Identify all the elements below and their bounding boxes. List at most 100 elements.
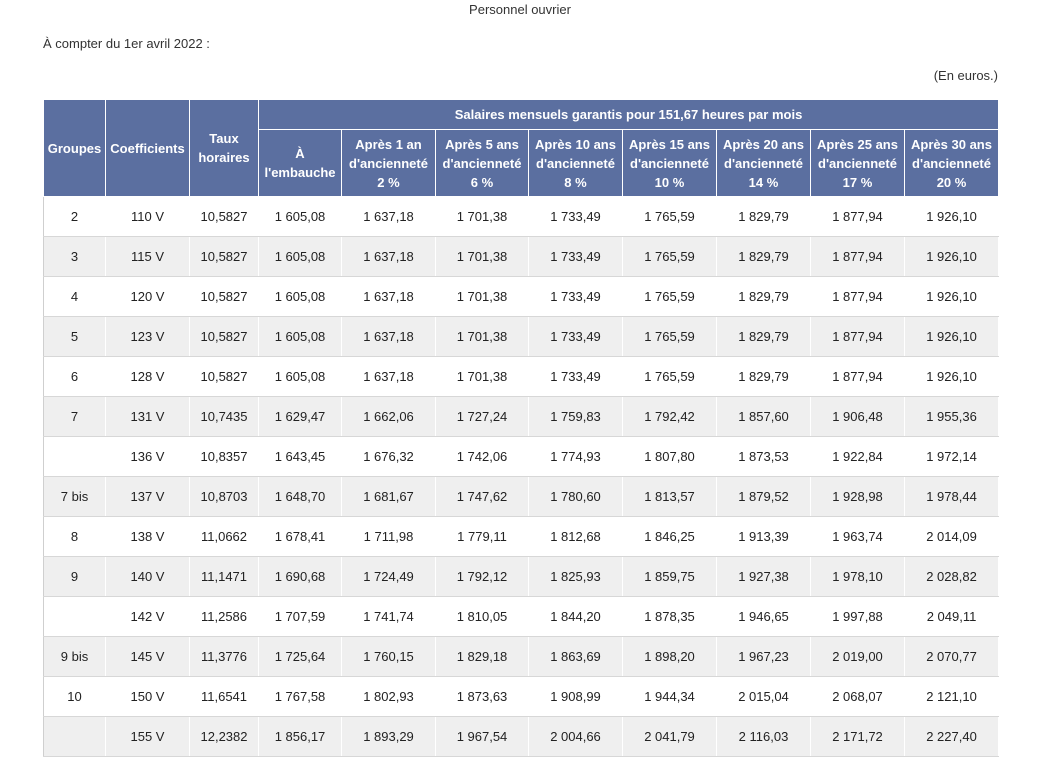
cell-coefficient: 137 V xyxy=(105,476,190,517)
cell-taux-horaire: 10,5827 xyxy=(189,356,259,397)
cell-embauche: 1 605,08 xyxy=(258,276,342,317)
cell-coefficient: 136 V xyxy=(105,436,190,477)
cell-1-an: 1 741,74 xyxy=(341,596,436,637)
cell-10-ans: 1 908,99 xyxy=(528,676,623,717)
cell-15-ans: 1 898,20 xyxy=(622,636,717,677)
cell-30-ans: 1 978,44 xyxy=(903,476,1000,517)
table-row: 8 138 V 11,0662 1 678,41 1 711,98 1 779,11 1 8… xyxy=(43,516,1000,557)
cell-25-ans: 1 963,74 xyxy=(810,516,905,557)
cell-embauche: 1 605,08 xyxy=(258,196,342,237)
cell-30-ans: 2 227,40 xyxy=(903,716,1000,757)
cell-30-ans: 1 926,10 xyxy=(903,356,1000,397)
cell-15-ans: 1 792,42 xyxy=(622,396,717,437)
cell-20-ans: 2 116,03 xyxy=(716,716,811,757)
cell-5-ans: 1 967,54 xyxy=(435,716,529,757)
table-row: 155 V 12,2382 1 856,17 1 893,29 1 967,54 2 00… xyxy=(43,716,1000,757)
cell-15-ans: 1 765,59 xyxy=(622,276,717,317)
cell-15-ans: 1 765,59 xyxy=(622,316,717,357)
cell-1-an: 1 711,98 xyxy=(341,516,436,557)
table-row: 7 131 V 10,7435 1 629,47 1 662,06 1 727,24 1 7… xyxy=(43,396,1000,437)
cell-groupe: 3 xyxy=(43,236,106,277)
cell-15-ans: 1 846,25 xyxy=(622,516,717,557)
cell-10-ans: 1 825,93 xyxy=(528,556,623,597)
cell-groupe: 10 xyxy=(43,676,106,717)
cell-taux-horaire: 11,3776 xyxy=(189,636,259,677)
cell-embauche: 1 648,70 xyxy=(258,476,342,517)
cell-groupe: 9 bis xyxy=(43,636,106,677)
cell-15-ans: 1 878,35 xyxy=(622,596,717,637)
cell-25-ans: 2 171,72 xyxy=(810,716,905,757)
cell-1-an: 1 681,67 xyxy=(341,476,436,517)
cell-5-ans: 1 701,38 xyxy=(435,276,529,317)
cell-groupe: 7 bis xyxy=(43,476,106,517)
cell-30-ans: 2 070,77 xyxy=(903,636,1000,677)
page-title: Personnel ouvrier xyxy=(469,2,571,17)
table-row: 9 bis 145 V 11,3776 1 725,64 1 760,15 1 829,1… xyxy=(43,636,1000,677)
cell-coefficient: 128 V xyxy=(105,356,190,397)
table-row: 9 140 V 11,1471 1 690,68 1 724,49 1 792,12 1 8… xyxy=(43,556,1000,597)
effective-date-line: À compter du 1er avril 2022 : xyxy=(43,36,210,51)
cell-20-ans: 1 829,79 xyxy=(716,236,811,277)
cell-5-ans: 1 829,18 xyxy=(435,636,529,677)
header-apres-15-ans: Après 15 ans d'ancienneté 10 % xyxy=(622,129,717,197)
cell-10-ans: 1 844,20 xyxy=(528,596,623,637)
table-row: 136 V 10,8357 1 643,45 1 676,32 1 742,06 1 77… xyxy=(43,436,1000,477)
cell-taux-horaire: 11,1471 xyxy=(189,556,259,597)
header-apres-10-ans: Après 10 ans d'ancienneté 8 % xyxy=(528,129,623,197)
cell-15-ans: 1 859,75 xyxy=(622,556,717,597)
cell-10-ans: 1 733,49 xyxy=(528,316,623,357)
header-apres-5-ans: Après 5 ans d'ancienneté 6 % xyxy=(435,129,529,197)
cell-25-ans: 1 928,98 xyxy=(810,476,905,517)
cell-1-an: 1 676,32 xyxy=(341,436,436,477)
cell-30-ans: 1 926,10 xyxy=(903,276,1000,317)
cell-1-an: 1 893,29 xyxy=(341,716,436,757)
cell-10-ans: 1 733,49 xyxy=(528,356,623,397)
header-taux-horaires: Taux horaires xyxy=(189,99,259,197)
cell-25-ans: 1 877,94 xyxy=(810,276,905,317)
cell-1-an: 1 637,18 xyxy=(341,196,436,237)
cell-20-ans: 1 857,60 xyxy=(716,396,811,437)
cell-25-ans: 1 997,88 xyxy=(810,596,905,637)
cell-taux-horaire: 11,2586 xyxy=(189,596,259,637)
cell-30-ans: 1 926,10 xyxy=(903,316,1000,357)
cell-5-ans: 1 701,38 xyxy=(435,236,529,277)
cell-30-ans: 1 926,10 xyxy=(903,196,1000,237)
cell-5-ans: 1 792,12 xyxy=(435,556,529,597)
table-row: 142 V 11,2586 1 707,59 1 741,74 1 810,05 1 84… xyxy=(43,596,1000,637)
cell-20-ans: 1 879,52 xyxy=(716,476,811,517)
cell-5-ans: 1 873,63 xyxy=(435,676,529,717)
table-row: 4 120 V 10,5827 1 605,08 1 637,18 1 701,38 1 7… xyxy=(43,276,1000,317)
cell-30-ans: 2 014,09 xyxy=(903,516,1000,557)
cell-25-ans: 1 877,94 xyxy=(810,316,905,357)
cell-coefficient: 131 V xyxy=(105,396,190,437)
cell-coefficient: 145 V xyxy=(105,636,190,677)
header-embauche: À l'embauche xyxy=(258,129,342,197)
cell-25-ans: 1 978,10 xyxy=(810,556,905,597)
cell-20-ans: 1 873,53 xyxy=(716,436,811,477)
cell-30-ans: 2 028,82 xyxy=(903,556,1000,597)
cell-taux-horaire: 11,6541 xyxy=(189,676,259,717)
cell-taux-horaire: 10,8357 xyxy=(189,436,259,477)
header-groupes: Groupes xyxy=(43,99,106,197)
cell-30-ans: 1 972,14 xyxy=(903,436,1000,477)
cell-15-ans: 2 041,79 xyxy=(622,716,717,757)
cell-taux-horaire: 10,5827 xyxy=(189,316,259,357)
cell-10-ans: 1 759,83 xyxy=(528,396,623,437)
cell-15-ans: 1 765,59 xyxy=(622,196,717,237)
header-apres-1-an: Après 1 an d'ancienneté 2 % xyxy=(341,129,436,197)
cell-groupe: 5 xyxy=(43,316,106,357)
cell-25-ans: 1 877,94 xyxy=(810,236,905,277)
cell-25-ans: 1 877,94 xyxy=(810,356,905,397)
cell-10-ans: 1 812,68 xyxy=(528,516,623,557)
header-apres-20-ans: Après 20 ans d'ancienneté 14 % xyxy=(716,129,811,197)
cell-embauche: 1 725,64 xyxy=(258,636,342,677)
cell-20-ans: 1 967,23 xyxy=(716,636,811,677)
cell-20-ans: 1 927,38 xyxy=(716,556,811,597)
cell-15-ans: 1 765,59 xyxy=(622,236,717,277)
cell-1-an: 1 637,18 xyxy=(341,236,436,277)
cell-15-ans: 1 807,80 xyxy=(622,436,717,477)
cell-groupe xyxy=(43,436,106,477)
table-row: 7 bis 137 V 10,8703 1 648,70 1 681,67 1 747,6… xyxy=(43,476,1000,517)
cell-coefficient: 110 V xyxy=(105,196,190,237)
cell-25-ans: 2 019,00 xyxy=(810,636,905,677)
